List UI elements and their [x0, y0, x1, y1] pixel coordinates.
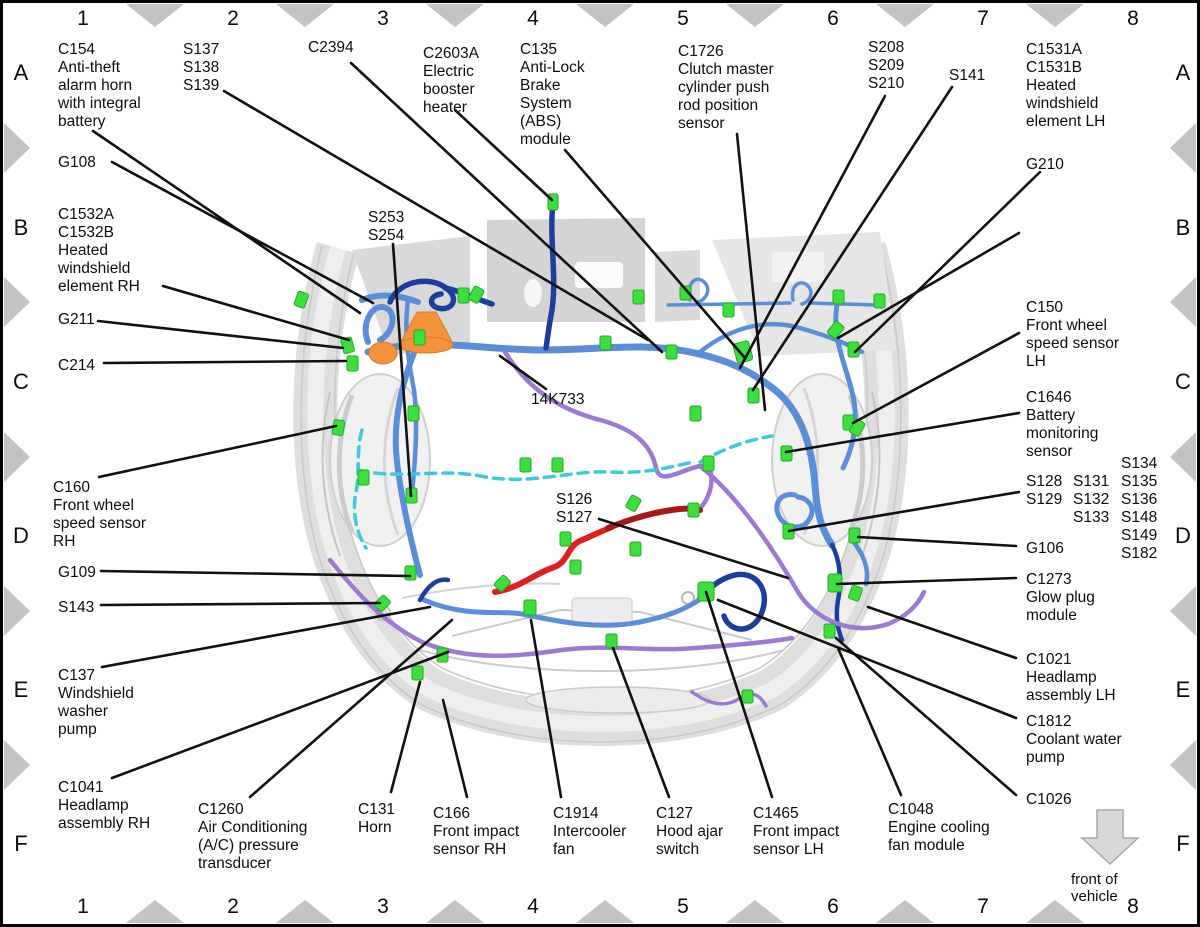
grid-col-8-bottom: 8 [1127, 895, 1139, 918]
grid-col-1-top: 1 [77, 7, 89, 30]
leader-lines [91, 61, 1042, 799]
front-of-vehicle-label: front of vehicle [1071, 871, 1118, 905]
callout-c2603a: C2603A Electric booster heater [423, 45, 480, 116]
grid-row-b-left: B [13, 215, 29, 240]
grid-col-3-top: 3 [377, 7, 389, 30]
callout-c1812: C1812 Coolant water pump [1026, 713, 1122, 766]
front-of-vehicle-arrow-icon [1080, 809, 1140, 866]
callout-c2394: C2394 [308, 39, 354, 56]
grid-row-f-right: F [1176, 831, 1190, 856]
engine-compartment-diagram [4, 4, 1196, 923]
callout-c1726: C1726 Clutch master cylinder push rod po… [678, 43, 774, 132]
grid-row-a-right: A [1175, 60, 1191, 85]
callout-c166: C166 Front impact sensor RH [433, 805, 520, 858]
grid-col-4-bottom: 4 [527, 895, 539, 918]
callout-c131: C131 Horn [358, 801, 396, 836]
grid-row-a-left: A [13, 60, 29, 85]
callout-s126-s127: S126 S127 [556, 491, 593, 526]
callout-c135: C135 Anti-Lock Brake System (ABS) module [520, 41, 585, 148]
callout-s131-s132-s133: S131 S132 S133 [1073, 473, 1110, 526]
callout-c214: C214 [58, 357, 96, 374]
grid-row-e-right: E [1175, 677, 1191, 702]
callout-g109: G109 [58, 564, 96, 581]
callout-g211: G211 [58, 311, 95, 328]
callout-g108: G108 [58, 154, 96, 171]
callout-c1465: C1465 Front impact sensor LH [753, 805, 840, 858]
grid-row-d-left: D [13, 523, 29, 548]
grid-col-1-bottom: 1 [77, 895, 89, 918]
grid-col-6-bottom: 6 [827, 895, 839, 918]
callout-g106: G106 [1026, 540, 1064, 557]
grid-col-7-top: 7 [977, 7, 989, 30]
callout-s253-s254: S253 S254 [368, 209, 405, 244]
grid-col-8-top: 8 [1127, 7, 1139, 30]
callout-s141: S141 [949, 67, 986, 84]
callout-c1260: C1260 Air Conditioning (A/C) pressure tr… [198, 801, 308, 872]
callout-s137-s138-s139: S137 S138 S139 [183, 41, 220, 94]
callout-14k733: 14K733 [531, 391, 585, 408]
callout-c1021: C1021 Headlamp assembly LH [1026, 651, 1116, 704]
callout-s208-s209-s210: S208 S209 S210 [868, 39, 905, 92]
grid-col-5-top: 5 [677, 7, 689, 30]
grid-row-b-right: B [1175, 215, 1191, 240]
callout-c1273: C1273 Glow plug module [1026, 571, 1095, 624]
grid-row-c-left: C [13, 369, 29, 394]
callout-s143: S143 [58, 599, 95, 616]
grid-diamonds [4, 4, 1196, 923]
grid-col-6-top: 6 [827, 7, 839, 30]
grid-col-2-top: 2 [227, 7, 239, 30]
callout-c127: C127 Hood ajar switch [656, 805, 724, 858]
callout-c1531: C1531A C1531B Heated windshield element … [1026, 41, 1106, 130]
connector-markers [293, 193, 886, 704]
grid-row-f-left: F [14, 831, 28, 856]
grid-row-d-right: D [1175, 523, 1191, 548]
callout-c1646: C1646 Battery monitoring sensor [1026, 389, 1099, 460]
callout-c1048: C1048 Engine cooling fan module [888, 801, 990, 854]
grid-row-c-right: C [1175, 369, 1191, 394]
callout-c1914: C1914 Intercooler fan [553, 805, 627, 858]
callout-g210: G210 [1026, 156, 1064, 173]
callout-c154: C154 Anti-theft alarm horn with integral… [58, 41, 141, 130]
grid-col-2-bottom: 2 [227, 895, 239, 918]
callout-c1041: C1041 Headlamp assembly RH [58, 779, 151, 832]
callout-s134-s182: S134 S135 S136 S148 S149 S182 [1121, 455, 1158, 562]
grid-col-4-top: 4 [527, 7, 539, 30]
callout-c150: C150 Front wheel speed sensor LH [1026, 299, 1120, 370]
grid-col-7-bottom: 7 [977, 895, 989, 918]
grid-row-e-left: E [13, 677, 29, 702]
callout-c137: C137 Windshield washer pump [58, 667, 134, 738]
harness-red [492, 505, 703, 595]
grid-col-5-bottom: 5 [677, 895, 689, 918]
callout-c1532: C1532A C1532B Heated windshield element … [58, 206, 140, 295]
grommet-cones [368, 311, 454, 365]
callout-c160: C160 Front wheel speed sensor RH [53, 479, 147, 550]
callout-s128-s129: S128 S129 [1026, 473, 1063, 508]
callout-c1026: C1026 [1026, 791, 1072, 808]
grid-col-3-bottom: 3 [377, 895, 389, 918]
